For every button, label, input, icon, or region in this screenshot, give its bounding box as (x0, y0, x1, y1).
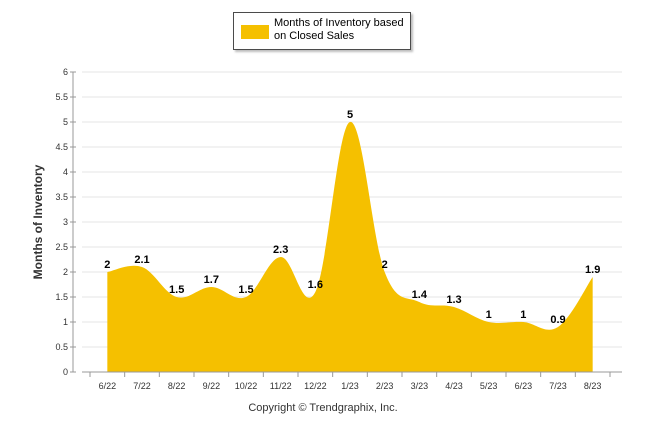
x-tick-label: 2/23 (376, 381, 394, 391)
x-tick-label: 4/23 (445, 381, 463, 391)
x-tick-label: 12/22 (304, 381, 327, 391)
y-tick-label: 3.5 (55, 192, 68, 202)
y-tick-label: 4.5 (55, 142, 68, 152)
data-label: 1 (486, 309, 492, 321)
x-tick-label: 8/22 (168, 381, 186, 391)
x-tick-label: 3/23 (411, 381, 429, 391)
legend: Months of Inventory based on Closed Sale… (233, 12, 411, 50)
y-tick-label: 5 (63, 117, 68, 127)
data-label: 2.3 (273, 244, 288, 256)
y-tick-label: 0 (63, 367, 68, 377)
data-label: 1.7 (204, 274, 219, 286)
legend-label: Months of Inventory based on Closed Sale… (274, 17, 408, 43)
data-label: 1.4 (412, 289, 428, 301)
copyright-text: Copyright © Trendgraphix, Inc. (0, 402, 646, 414)
data-label: 1.6 (308, 279, 323, 291)
y-axis-title: Months of Inventory (31, 164, 45, 279)
y-tick-label: 3 (63, 217, 68, 227)
data-label: 5 (347, 109, 353, 121)
y-tick-label: 2 (63, 267, 68, 277)
y-tick-label: 4 (63, 167, 68, 177)
x-tick-label: 6/23 (515, 381, 533, 391)
x-tick-label: 11/22 (270, 381, 292, 391)
x-tick-label: 1/23 (341, 381, 359, 391)
x-tick-label: 7/22 (133, 381, 151, 391)
y-tick-label: 1 (63, 317, 68, 327)
y-tick-label: 6 (63, 67, 68, 77)
data-label: 1.5 (238, 284, 253, 296)
x-tick-label: 9/22 (203, 381, 221, 391)
x-tick-label: 7/23 (549, 381, 567, 391)
legend-swatch (241, 25, 269, 39)
data-label: 1.9 (585, 264, 600, 276)
y-tick-label: 5.5 (55, 92, 68, 102)
data-label: 0.9 (550, 314, 565, 326)
data-label: 2.1 (134, 254, 149, 266)
x-tick-label: 8/23 (584, 381, 602, 391)
data-label: 2 (382, 259, 388, 271)
y-tick-label: 2.5 (55, 242, 68, 252)
x-tick-label: 6/22 (99, 381, 117, 391)
data-label: 1.3 (446, 294, 461, 306)
x-tick-label: 10/22 (235, 381, 258, 391)
data-label: 2 (104, 259, 110, 271)
y-tick-label: 0.5 (55, 342, 68, 352)
data-label: 1.5 (169, 284, 184, 296)
data-label: 1 (520, 309, 526, 321)
y-tick-label: 1.5 (55, 292, 68, 302)
x-tick-label: 5/23 (480, 381, 498, 391)
